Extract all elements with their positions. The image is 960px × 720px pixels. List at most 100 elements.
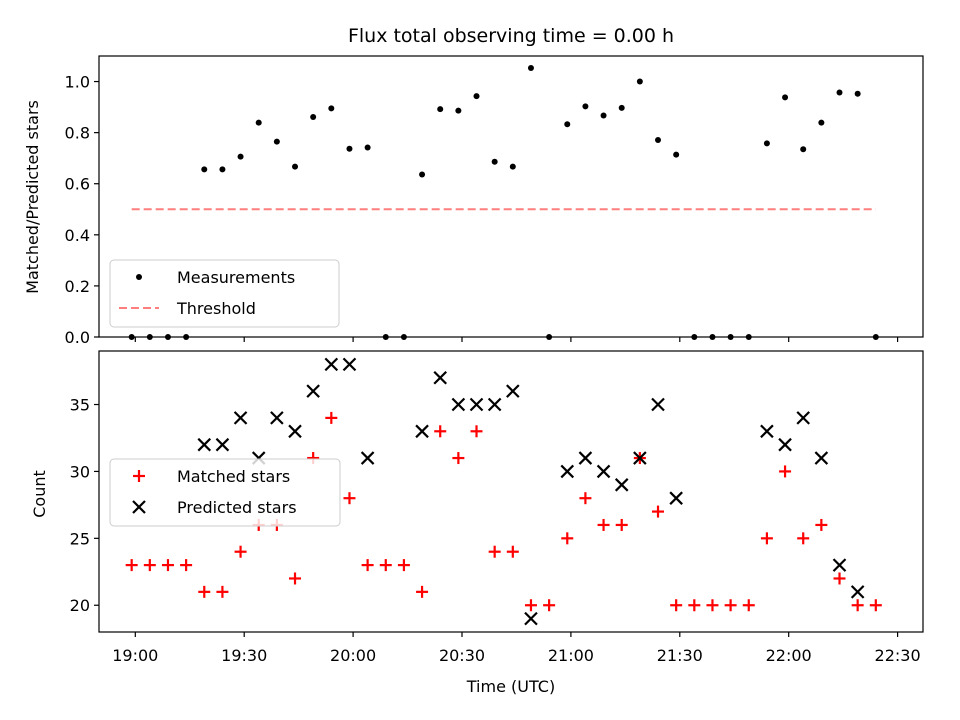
- matched-stars-point: [506, 545, 519, 558]
- measurements-point: [546, 334, 553, 340]
- predicted-stars-point: [288, 424, 302, 439]
- predicted-stars-point: [796, 411, 810, 425]
- matched-stars-point: [724, 599, 737, 612]
- measurements-point: [419, 171, 426, 178]
- top-y-axis-label: Matched/Predicted stars: [23, 100, 42, 294]
- matched-stars-point: [416, 585, 429, 598]
- predicted-stars-point-b: [796, 411, 810, 425]
- measurements-point: [237, 153, 244, 160]
- x-tick-label: 19:00: [112, 646, 158, 665]
- predicted-stars-point-b: [197, 437, 212, 452]
- matched-stars-point: [615, 518, 628, 531]
- measurements-point: [564, 121, 571, 128]
- predicted-stars-point-b: [487, 397, 502, 412]
- predicted-stars-point-b: [578, 451, 593, 465]
- matched-stars-point: [125, 559, 138, 572]
- top-y-tick-label: 0.0: [65, 328, 90, 347]
- matched-stars-point: [143, 559, 156, 572]
- measurements-point: [128, 334, 135, 340]
- x-tick-label: 20:30: [439, 646, 485, 665]
- predicted-stars-point-b: [306, 384, 320, 398]
- matched-stars-point: [161, 559, 174, 572]
- measurements-point: [655, 137, 662, 144]
- predicted-stars-point: [669, 491, 683, 505]
- matched-stars-point: [597, 518, 610, 531]
- measurements-point: [745, 334, 752, 340]
- top-legend-label: Measurements: [177, 268, 295, 287]
- predicted-stars-point: [433, 370, 447, 385]
- bottom-panel: 20 25 30 35 19:00 19:30 20:00 20:30 21:00 21:30 22…: [70, 350, 924, 665]
- measurements-point: [691, 334, 698, 340]
- matched-stars-point: [688, 599, 701, 612]
- predicted-stars-point: [578, 451, 593, 465]
- measurements-point: [382, 334, 389, 340]
- predicted-stars-point-b: [215, 437, 230, 452]
- predicted-stars-point: [469, 397, 484, 412]
- measurements-point: [782, 94, 789, 101]
- legend-measurements-marker: [136, 274, 142, 280]
- bottom-y-tick-label: 20: [70, 596, 90, 615]
- predicted-stars-point-b: [433, 370, 447, 385]
- top-legend: [109, 259, 340, 328]
- chart-title: Flux total observing time = 0.00 h: [348, 25, 674, 47]
- predicted-stars-point: [850, 585, 865, 599]
- measurements-point: [600, 112, 607, 119]
- predicted-stars-point-b: [233, 411, 248, 425]
- matched-stars-point: [706, 599, 719, 612]
- predicted-stars-point-b: [560, 464, 575, 479]
- predicted-stars-point-b: [288, 424, 302, 439]
- matched-stars-point: [579, 492, 592, 505]
- measurements-point: [437, 106, 444, 113]
- matched-stars-point: [742, 599, 755, 612]
- top-y-tick-label: 0.8: [65, 124, 90, 143]
- predicted-stars-point-b: [651, 397, 665, 412]
- measurements-point: [636, 78, 643, 85]
- measurements-point: [618, 104, 625, 111]
- matched-stars-point: [379, 559, 392, 572]
- bottom-y-tick-label: 25: [70, 529, 90, 548]
- legend-matched-marker: [133, 470, 145, 482]
- measurements-point: [854, 90, 861, 97]
- measurements-point: [346, 145, 353, 152]
- measurements-point: [310, 114, 317, 121]
- measurements-point: [582, 103, 589, 110]
- predicted-stars-point: [651, 397, 665, 412]
- measurements-point: [818, 119, 825, 126]
- predicted-stars-point: [487, 397, 502, 412]
- matched-stars-point: [470, 425, 483, 438]
- predicted-stars-point-b: [506, 384, 520, 398]
- top-y-tick-label: 0.4: [65, 226, 90, 245]
- predicted-stars-point: [197, 437, 212, 452]
- predicted-stars-point: [614, 478, 629, 492]
- predicted-stars-point: [760, 424, 774, 439]
- matched-stars-point: [561, 532, 574, 545]
- predicted-stars-point: [233, 411, 248, 425]
- predicted-stars-point: [324, 357, 339, 372]
- matched-stars-point: [434, 425, 447, 438]
- matched-stars-point: [833, 572, 846, 585]
- predicted-stars-point-b: [324, 357, 339, 372]
- bottom-legend-label: Matched stars: [177, 467, 290, 486]
- matched-stars-point: [361, 559, 374, 572]
- predicted-stars-point-b: [850, 585, 865, 599]
- predicted-stars-point: [560, 464, 575, 479]
- measurements-point: [201, 166, 208, 173]
- bottom-plot-frame: [98, 350, 924, 633]
- matched-stars-point: [869, 599, 882, 612]
- predicted-stars-point-b: [614, 478, 629, 492]
- measurements-point: [219, 166, 226, 173]
- predicted-stars-point: [415, 424, 429, 439]
- measurements-point: [836, 89, 843, 96]
- predicted-stars-point-b: [633, 451, 647, 465]
- predicted-stars-point: [451, 397, 466, 412]
- predicted-stars-point: [215, 437, 230, 452]
- measurements-point: [491, 158, 498, 165]
- predicted-stars-point-b: [596, 464, 611, 479]
- predicted-stars-point: [524, 611, 538, 626]
- measurements-point: [709, 334, 716, 340]
- measurements-point: [800, 146, 807, 153]
- top-plot-frame: [98, 55, 924, 338]
- matched-stars-point: [851, 599, 864, 612]
- predicted-stars-point: [778, 437, 792, 452]
